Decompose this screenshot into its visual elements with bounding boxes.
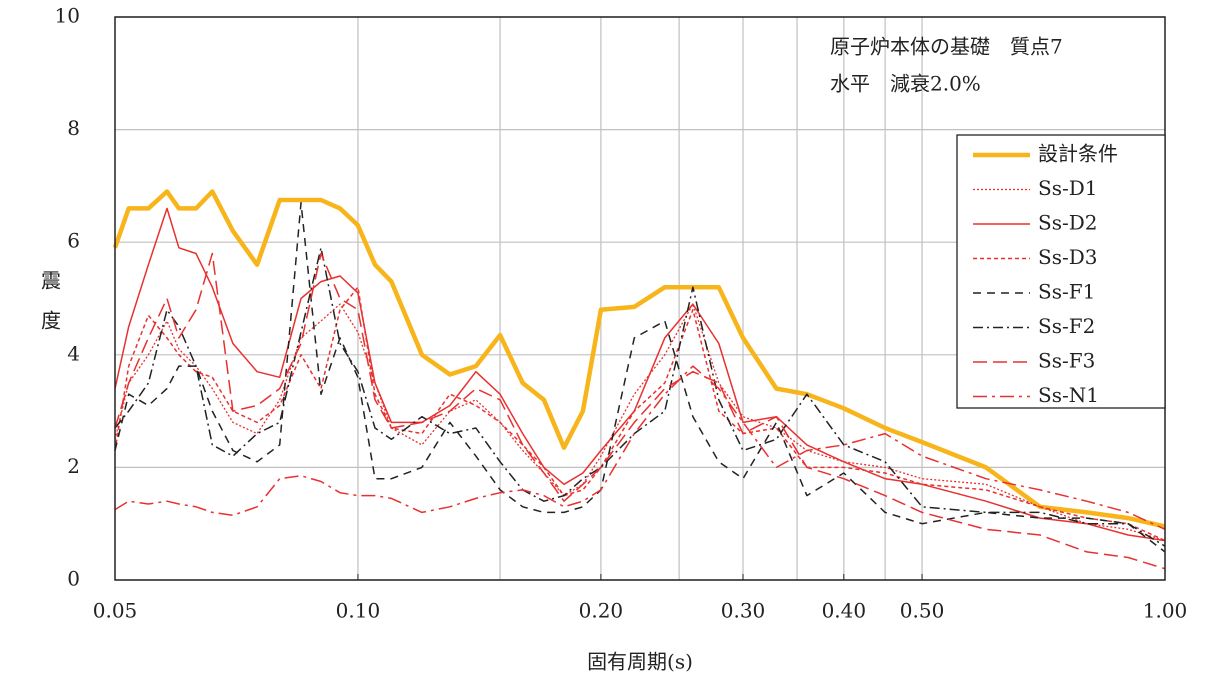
series-line <box>114 286 1166 542</box>
y-axis-label: 震 度 <box>38 270 62 330</box>
series-line <box>114 252 1166 570</box>
annotation: 水平 減衰2.0% <box>830 72 981 96</box>
x-tick-label: 0.40 <box>822 599 867 623</box>
legend: 設計条件 Ss-D1 Ss-D2 Ss-D3 Ss-F1 Ss-F2 Ss-F3 Ss-N1 <box>956 134 1166 409</box>
annotation: 原子炉本体の基礎 質点7 <box>830 35 1063 59</box>
x-tick-label: 0.10 <box>336 599 381 623</box>
legend-label: Ss-F2 <box>1038 314 1095 338</box>
x-tick-label: 0.50 <box>900 599 945 623</box>
legend-label: Ss-F3 <box>1038 349 1095 373</box>
y-tick-label: 4 <box>67 341 80 365</box>
legend-label: Ss-D3 <box>1038 245 1097 269</box>
x-tick-label: 0.05 <box>93 599 138 623</box>
series-line <box>114 202 1166 553</box>
y-tick-label: 0 <box>67 567 80 591</box>
y-tick-label: 6 <box>67 229 80 253</box>
x-tick-label: 1.00 <box>1143 599 1188 623</box>
series-line <box>114 247 1166 547</box>
legend-label: Ss-F1 <box>1038 280 1095 304</box>
x-tick-label: 0.20 <box>579 599 624 623</box>
series-lines <box>112 189 1166 570</box>
y-tick-label: 2 <box>67 454 80 478</box>
legend-box <box>956 134 1166 409</box>
series-line <box>114 303 1166 542</box>
series-line <box>114 365 1166 530</box>
x-axis-label: 固有周期(s) <box>587 650 693 674</box>
series-line <box>112 189 1166 529</box>
legend-label: Ss-D2 <box>1038 211 1097 235</box>
legend-label: Ss-D1 <box>1038 176 1097 200</box>
y-tick-label: 10 <box>55 4 80 28</box>
legend-label: 設計条件 <box>1038 142 1118 166</box>
legend-label: Ss-N1 <box>1038 383 1099 407</box>
x-tick-label: 0.30 <box>721 599 766 623</box>
y-tick-label: 8 <box>67 116 80 140</box>
